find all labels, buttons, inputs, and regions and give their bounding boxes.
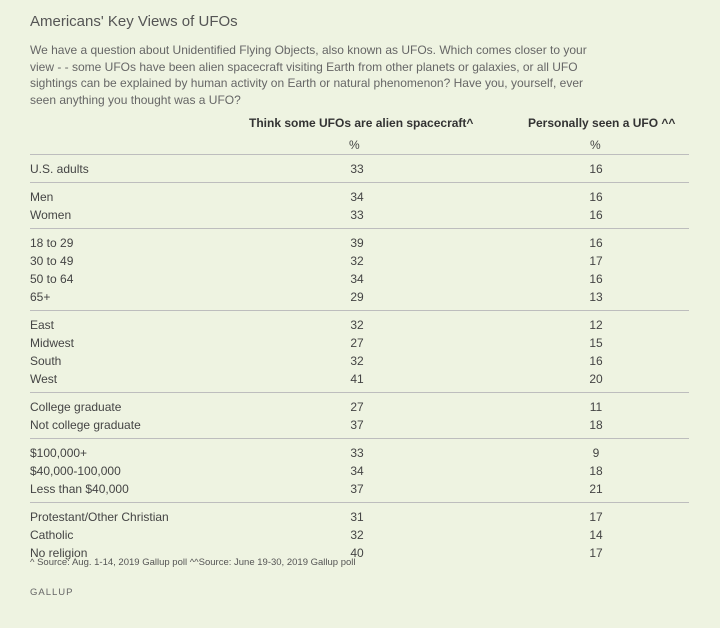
row-label: 65+: [30, 290, 51, 304]
row-label: College graduate: [30, 400, 122, 414]
row-label: Not college graduate: [30, 418, 141, 432]
value-seen-ufo: 18: [589, 418, 603, 432]
value-seen-ufo: 17: [589, 546, 603, 560]
row-label: Less than $40,000: [30, 482, 129, 496]
row-label: West: [30, 372, 58, 386]
row-label: $100,000+: [30, 446, 88, 460]
value-seen-ufo: 13: [589, 290, 603, 304]
value-alien-spacecraft: 41: [350, 372, 364, 386]
value-seen-ufo: 16: [589, 272, 603, 286]
value-seen-ufo: 16: [589, 354, 603, 368]
row-label: Midwest: [30, 336, 75, 350]
table-row: $40,000-100,000 34 18: [30, 462, 689, 480]
table-row: 18 to 29 39 16: [30, 234, 689, 252]
value-alien-spacecraft: 33: [350, 162, 364, 176]
column-unit-seen-ufo: %: [590, 138, 601, 152]
row-label: Protestant/Other Christian: [30, 510, 169, 524]
value-alien-spacecraft: 29: [350, 290, 364, 304]
row-group: East 32 12 Midwest 27 15 South 32 16 West 41 20: [30, 310, 689, 392]
table-row: East 32 12: [30, 316, 689, 334]
value-seen-ufo: 21: [589, 482, 603, 496]
value-alien-spacecraft: 34: [350, 272, 364, 286]
value-alien-spacecraft: 32: [350, 254, 364, 268]
value-seen-ufo: 16: [589, 236, 603, 250]
value-seen-ufo: 20: [589, 372, 603, 386]
value-alien-spacecraft: 32: [350, 318, 364, 332]
row-label: No religion: [30, 546, 88, 560]
column-header-seen-ufo: Personally seen a UFO ^^: [528, 116, 676, 130]
row-group: 18 to 29 39 16 30 to 49 32 17 50 to 64 34 16 65+ 2…: [30, 228, 689, 310]
row-label: East: [30, 318, 55, 332]
value-seen-ufo: 16: [589, 190, 603, 204]
row-group: $100,000+ 33 9 $40,000-100,000 34 18 Less than…: [30, 438, 689, 502]
row-group: Protestant/Other Christian 31 17 Catholic 32…: [30, 502, 689, 566]
row-label: South: [30, 354, 62, 368]
table-row: Women 33 16: [30, 206, 689, 224]
table-row: U.S. adults 33 16: [30, 160, 689, 178]
row-label: Men: [30, 190, 54, 204]
value-alien-spacecraft: 27: [350, 336, 364, 350]
row-label: 50 to 64: [30, 272, 74, 286]
table-row: Less than $40,000 37 21: [30, 480, 689, 498]
value-seen-ufo: 16: [589, 162, 603, 176]
table-row: South 32 16: [30, 352, 689, 370]
value-seen-ufo: 9: [592, 446, 600, 460]
value-seen-ufo: 12: [589, 318, 603, 332]
value-seen-ufo: 17: [589, 510, 603, 524]
row-label: $40,000-100,000: [30, 464, 121, 478]
table-row: 65+ 29 13: [30, 288, 689, 306]
column-unit-alien-spacecraft: %: [349, 138, 360, 152]
value-seen-ufo: 16: [589, 208, 603, 222]
value-alien-spacecraft: 33: [350, 208, 364, 222]
value-alien-spacecraft: 34: [350, 464, 364, 478]
table-row: Catholic 32 14: [30, 526, 689, 544]
row-label: 30 to 49: [30, 254, 74, 268]
table-row: College graduate 27 11: [30, 398, 689, 416]
row-label: Catholic: [30, 528, 74, 542]
table-row: 50 to 64 34 16: [30, 270, 689, 288]
row-group: Men 34 16 Women 33 16: [30, 182, 689, 228]
row-group: College graduate 27 11 Not college graduate…: [30, 392, 689, 438]
source-footnote: ^ Source: Aug. 1-14, 2019 Gallup poll ^^…: [30, 557, 356, 568]
row-label: U.S. adults: [30, 162, 89, 176]
column-header-alien-spacecraft: Think some UFOs are alien spacecraft^: [249, 116, 474, 130]
value-seen-ufo: 14: [589, 528, 603, 542]
value-alien-spacecraft: 37: [350, 418, 364, 432]
table-row: Protestant/Other Christian 31 17: [30, 508, 689, 526]
row-label: 18 to 29: [30, 236, 74, 250]
value-alien-spacecraft: 32: [350, 354, 364, 368]
value-alien-spacecraft: 34: [350, 190, 364, 204]
table-row: West 41 20: [30, 370, 689, 388]
value-seen-ufo: 17: [589, 254, 603, 268]
table-row: Not college graduate 37 18: [30, 416, 689, 434]
row-label: Women: [30, 208, 72, 222]
value-seen-ufo: 15: [589, 336, 603, 350]
value-alien-spacecraft: 31: [350, 510, 364, 524]
value-alien-spacecraft: 32: [350, 528, 364, 542]
value-alien-spacecraft: 40: [350, 546, 364, 560]
gallup-logo-text: GALLUP: [30, 587, 74, 598]
table-row: 30 to 49 32 17: [30, 252, 689, 270]
chart-title: Americans' Key Views of UFOs: [30, 13, 238, 30]
value-seen-ufo: 11: [589, 400, 603, 414]
value-alien-spacecraft: 37: [350, 482, 364, 496]
table-row: $100,000+ 33 9: [30, 444, 689, 462]
chart-subtitle: We have a question about Unidentified Fl…: [30, 43, 587, 107]
value-alien-spacecraft: 27: [350, 400, 364, 414]
row-group: U.S. adults 33 16: [30, 154, 689, 182]
value-seen-ufo: 18: [589, 464, 603, 478]
value-alien-spacecraft: 39: [350, 236, 364, 250]
data-table: U.S. adults 33 16 Men 34 16 Women 33 16 18 to 29 3…: [30, 154, 689, 566]
table-row: No religion 40 17: [30, 544, 689, 562]
value-alien-spacecraft: 33: [350, 446, 364, 460]
table-row: Midwest 27 15: [30, 334, 689, 352]
table-row: Men 34 16: [30, 188, 689, 206]
